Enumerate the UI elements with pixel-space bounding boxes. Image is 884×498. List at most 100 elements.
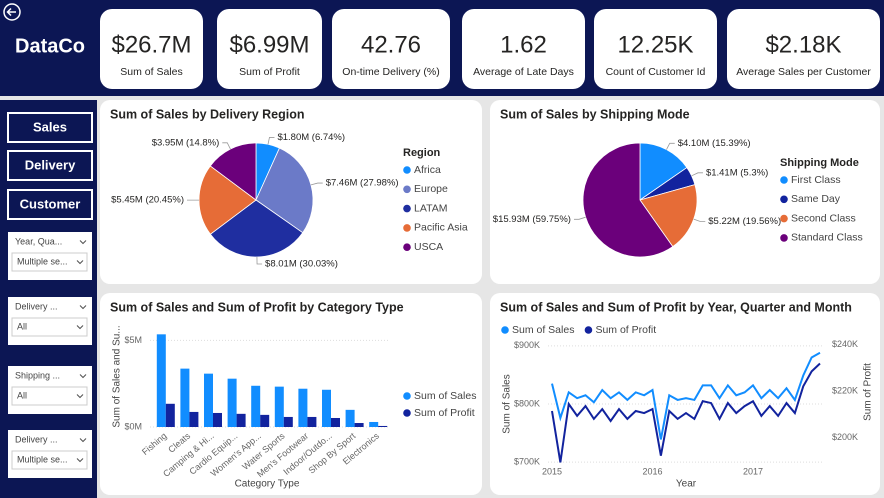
leader-line <box>691 172 703 177</box>
chart-title: Sum of Sales and Sum of Profit by Year, … <box>500 300 852 314</box>
slicer-label: Delivery ... <box>15 301 58 311</box>
back-button[interactable] <box>3 3 21 21</box>
nav-button-label[interactable]: Customer <box>20 196 81 211</box>
slicer-dropdown[interactable] <box>11 386 88 406</box>
kpi-label: Count of Customer Id <box>606 66 706 78</box>
y2-tick-label: $240K <box>832 339 858 349</box>
slicer-label: Shipping ... <box>15 370 60 380</box>
legend-label: First Class <box>791 174 841 186</box>
legend-label: Standard Class <box>791 232 863 244</box>
bar <box>307 416 317 427</box>
nav-button-label[interactable]: Sales <box>33 119 67 134</box>
legend-marker <box>403 392 411 400</box>
data-label: $15.93M (59.75%) <box>493 214 571 225</box>
kpi-value: $6.99M <box>229 31 309 58</box>
kpi-value: $2.18K <box>765 31 841 58</box>
bar <box>204 373 213 427</box>
legend-marker <box>780 176 788 184</box>
legend-marker <box>780 234 788 242</box>
y-tick-label: $5M <box>124 335 142 345</box>
kpi-value: 42.76 <box>361 31 421 58</box>
legend-marker <box>403 185 411 194</box>
legend-marker <box>780 195 788 204</box>
chevron <box>79 438 87 443</box>
leader-line <box>267 137 275 145</box>
chevron <box>76 394 84 399</box>
kpi-card <box>100 9 203 89</box>
slicer-label: Year, Qua... <box>15 236 62 246</box>
x-tick-label: 2015 <box>542 466 562 476</box>
nav-button[interactable] <box>7 150 93 181</box>
x-tick-label: 2017 <box>743 466 763 476</box>
kpi-card <box>727 9 880 89</box>
kpi-value: 12.25K <box>617 31 693 58</box>
bar <box>180 368 190 427</box>
legend-marker <box>403 243 411 251</box>
pie-slice <box>639 184 698 248</box>
kpi-label: Sum of Profit <box>239 66 300 78</box>
nav-button[interactable] <box>7 189 93 220</box>
nav-button-label[interactable]: Delivery <box>25 157 76 172</box>
brand-title: DataCo <box>15 35 85 57</box>
pie-slice <box>198 165 257 235</box>
pie-slice <box>209 199 304 258</box>
slicer-value[interactable]: Multiple se... <box>17 256 68 266</box>
legend-label: Sum of Sales <box>414 390 476 402</box>
nav-button[interactable] <box>7 112 93 143</box>
kpi-label: Sum of Sales <box>120 66 182 78</box>
bar <box>331 417 340 427</box>
chevron <box>79 305 87 310</box>
bar <box>189 411 199 427</box>
legend-label: Same Day <box>791 193 841 205</box>
bar <box>354 423 364 427</box>
bar <box>165 403 175 427</box>
y-tick-label: $900K <box>514 340 540 350</box>
y2-tick-label: $220K <box>832 386 858 396</box>
data-label: $5.45M (20.45%) <box>111 195 184 206</box>
slicer-dropdown[interactable] <box>11 252 88 272</box>
bar <box>156 334 166 427</box>
kpi-label: Average Sales per Customer <box>736 66 871 78</box>
legend-marker <box>403 409 411 417</box>
data-label: $3.95M (14.8%) <box>152 137 220 148</box>
data-label: $7.46M (27.98%) <box>326 178 399 189</box>
y-tick-label: $800K <box>514 398 540 408</box>
slicer-dropdown[interactable] <box>11 317 88 337</box>
legend-label: USCA <box>414 241 443 253</box>
bar <box>260 414 270 427</box>
chart-title: Sum of Sales and Sum of Profit by Catego… <box>110 300 404 314</box>
slicer-dropdown[interactable] <box>11 450 88 470</box>
leader-line <box>666 142 675 150</box>
kpi-label: On-time Delivery (%) <box>342 66 439 78</box>
slicer-value[interactable]: All <box>17 390 27 400</box>
bar <box>213 412 222 427</box>
bar <box>236 413 246 427</box>
x-tick-label: 2016 <box>642 466 662 476</box>
x-axis-label: Category Type <box>235 479 300 490</box>
slicer-value[interactable]: Multiple se... <box>17 454 68 464</box>
legend-title: Shipping Mode <box>780 157 859 169</box>
data-label: $4.10M (15.39%) <box>678 138 751 149</box>
bar <box>227 378 237 427</box>
kpi-card <box>462 9 585 89</box>
bar <box>274 386 284 427</box>
pie-slice <box>209 142 257 201</box>
bar <box>345 409 355 427</box>
y-axis-label: Sum of Sales and Su... <box>112 325 123 427</box>
y-tick-label: $0M <box>124 421 142 431</box>
chevron <box>76 458 84 463</box>
chevron <box>79 374 87 379</box>
legend-label: Sum of Sales <box>512 324 574 336</box>
legend-marker <box>403 204 411 213</box>
kpi-card <box>332 9 450 89</box>
data-label: $1.41M (5.3%) <box>706 167 768 178</box>
y2-tick-label: $200K <box>832 432 858 442</box>
legend-label: Second Class <box>791 212 856 224</box>
chart-title: Sum of Sales by Shipping Mode <box>500 107 690 121</box>
legend-label: Pacific Asia <box>414 222 468 234</box>
legend-label: Europe <box>414 183 448 195</box>
slicer-value[interactable]: All <box>17 321 27 331</box>
chart-title: Sum of Sales by Delivery Region <box>110 107 305 121</box>
bar <box>378 425 388 427</box>
